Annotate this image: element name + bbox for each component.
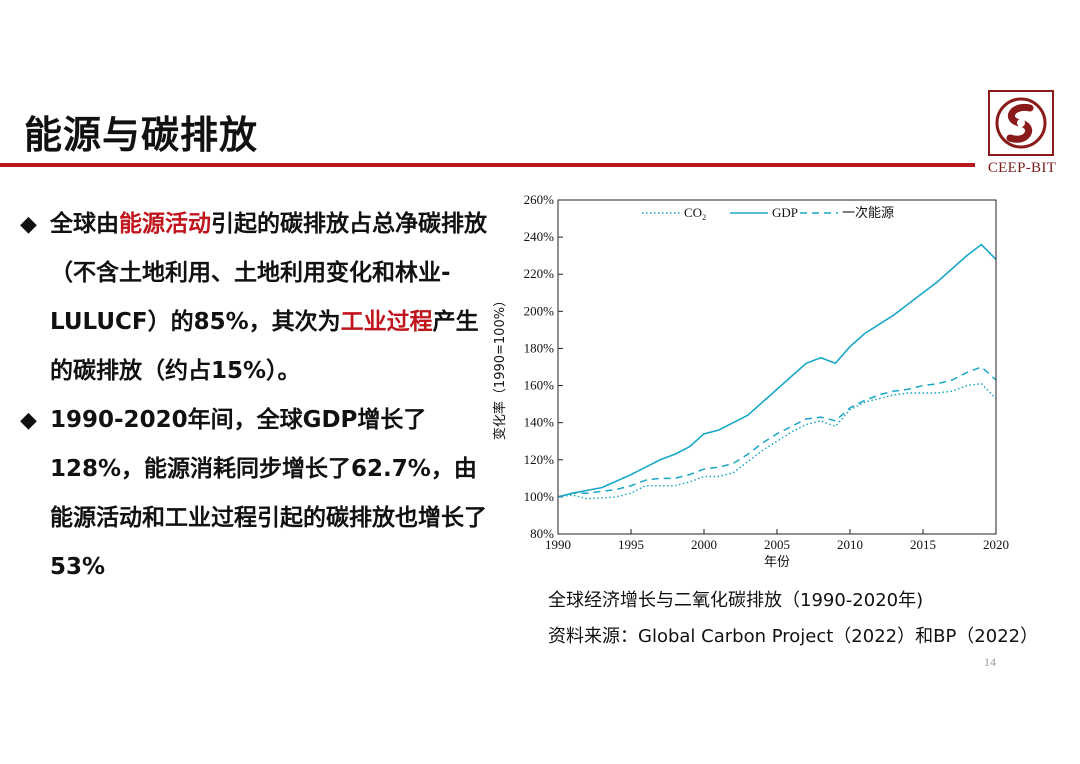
x-axis-ticks: 1990 1995 2000 2005 2010 2015 2020 <box>545 529 1009 552</box>
x-tick-label: 2020 <box>983 537 1009 552</box>
y-tick-label: 120% <box>524 452 555 467</box>
x-axis-label: 年份 <box>764 555 790 570</box>
slide-title: 能源与碳排放 <box>24 113 259 157</box>
y-tick-label: 160% <box>524 378 555 393</box>
legend: CO2 GDP 一次能源 <box>642 205 894 222</box>
legend-label-main: CO <box>684 205 702 220</box>
x-tick-label: 2015 <box>910 537 936 552</box>
series-layer <box>557 243 997 500</box>
bullet-text-1: 全球由能源活动引起的碳排放占总净碳排放（不含土地利用、土地利用变化和林业-LUL… <box>50 211 487 384</box>
bullet-item-growth: ◆ 1990-2020年间，全球GDP增长了128%，能源消耗同步增长了62.7… <box>18 396 488 592</box>
legend-label-0: CO2 <box>684 205 706 222</box>
x-tick-label: 2005 <box>764 537 790 552</box>
logo-text: CEEP-BIT <box>987 160 1057 176</box>
series-line-2 <box>557 366 997 498</box>
series-line-1 <box>557 243 997 498</box>
bullet-text-2: 1990-2020年间，全球GDP增长了128%，能源消耗同步增长了62.7%，… <box>50 407 487 580</box>
series-line-0 <box>557 382 997 500</box>
legend-label-main: 一次能源 <box>842 205 894 220</box>
x-tick-label: 2000 <box>691 537 717 552</box>
y-axis-label: 变化率（1990=100%） <box>492 294 508 440</box>
bullet-item-energy-share: ◆ 全球由能源活动引起的碳排放占总净碳排放（不含土地利用、土地利用变化和林业-L… <box>18 200 488 396</box>
diamond-bullet-icon: ◆ <box>20 408 37 433</box>
diamond-bullet-icon: ◆ <box>20 212 37 237</box>
growth-emissions-chart: 80% 100% 120% 140% 160% 180% 200% 220% 240% 260% … <box>490 188 1030 580</box>
y-tick-label: 200% <box>524 303 555 318</box>
chart-caption: 全球经济增长与二氧化碳排放（1990-2020年) <box>548 590 924 611</box>
y-tick-label: 140% <box>524 415 555 430</box>
y-tick-label: 180% <box>524 340 555 355</box>
y-axis-ticks: 80% 100% 120% 140% 160% 180% 200% 220% 240% 260% <box>524 192 563 541</box>
y-tick-label: 220% <box>524 266 555 281</box>
chart-svg: 80%100%120%140%160%180%200%220%240%260% … <box>492 192 1009 570</box>
y-tick-label: 240% <box>524 229 555 244</box>
chart-source: 资料来源：Global Carbon Project（2022）和BP（2022… <box>548 626 1039 647</box>
bullet-1-highlight-industry: 工业过程 <box>340 309 433 335</box>
bullet-list: ◆ 全球由能源活动引起的碳排放占总净碳排放（不含土地利用、土地利用变化和林业-L… <box>18 200 488 592</box>
bullet-1-seg-5: 产生的碳排放（约占15%）。 <box>50 309 479 384</box>
legend-label-1: GDP <box>772 205 798 220</box>
x-tick-label: 1995 <box>618 537 644 552</box>
legend-label-subscript: 2 <box>702 213 706 222</box>
legend-label-main: GDP <box>772 205 798 220</box>
y-tick-label: 80% <box>530 526 554 541</box>
y-tick-label: 260% <box>524 192 555 207</box>
page-number: 14 <box>984 655 996 669</box>
logo: CEEP-BIT <box>986 90 1056 182</box>
legend-label-2: 一次能源 <box>842 205 894 220</box>
logo-emblem-icon <box>988 90 1054 156</box>
plot-frame <box>557 199 997 535</box>
x-tick-label: 1990 <box>545 537 571 552</box>
bullet-1-seg-3: 引起的碳排放占总净碳排放（不含土地利用、土地利用变化和林业-LULUCF）的85… <box>50 211 487 335</box>
title-divider <box>0 163 975 167</box>
x-tick-label: 2010 <box>837 537 863 552</box>
y-tick-label: 100% <box>524 489 555 504</box>
bullet-1-seg-1: 全球由 <box>50 211 119 237</box>
bullet-1-highlight-energy: 能源活动 <box>119 211 211 237</box>
